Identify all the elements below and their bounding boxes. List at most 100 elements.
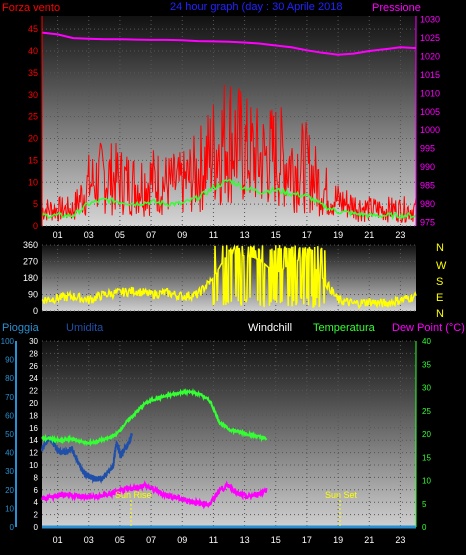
x-tick-label: 07 — [146, 535, 156, 545]
y-right-tick-label: 25 — [422, 407, 431, 416]
sunrise-label: Sun Rise — [115, 490, 152, 500]
y-mid-tick-label: 4 — [34, 498, 39, 507]
y-tick-label: 90 — [28, 290, 38, 300]
y-right-tick-label: 1015 — [420, 70, 440, 80]
x-tick-label: 21 — [364, 535, 374, 545]
compass-w: W — [436, 260, 447, 272]
legend-dew-point: Dew Point (°C) — [392, 322, 465, 334]
right-axis-title: Pressione — [372, 2, 421, 14]
compass-n-bottom: N — [436, 308, 444, 320]
y-right-tick-label: 1010 — [420, 88, 440, 98]
temperature-series — [41, 387, 268, 447]
y-rain-tick-label: 30 — [5, 467, 14, 476]
wind-speed-series — [41, 84, 417, 224]
y-right-tick-label: 10 — [422, 477, 431, 486]
y-rain-tick-label: 100 — [1, 337, 15, 346]
y-rain-tick-label: 0 — [10, 523, 15, 532]
y-right-tick-label: 1020 — [420, 52, 440, 62]
legend-windchill: Windchill — [248, 322, 292, 334]
y-left-tick-label: 25 — [28, 112, 38, 122]
y-right-tick-label: 5 — [422, 500, 427, 509]
compass-s: S — [436, 276, 443, 288]
y-mid-tick-label: 0 — [34, 523, 39, 532]
y-right-tick-label: 1005 — [420, 107, 440, 117]
x-tick-label: 11 — [209, 535, 218, 545]
compass-n-top: N — [436, 242, 444, 254]
y-right-tick-label: 35 — [422, 360, 431, 369]
compass-labels: N W S E N — [436, 242, 447, 320]
compass-e: E — [436, 292, 443, 304]
y-left-tick-label: 35 — [28, 68, 38, 78]
y-mid-tick-label: 26 — [29, 362, 38, 371]
y-rain-tick-label: 40 — [5, 449, 14, 458]
y-rain-tick-label: 80 — [5, 374, 14, 383]
x-tick-label: 13 — [240, 535, 250, 545]
y-rain-tick-label: 10 — [5, 504, 14, 513]
legend-pioggia: Pioggia — [2, 322, 40, 334]
y-rain-tick-label: 20 — [5, 486, 14, 495]
x-tick-label: 09 — [177, 230, 187, 240]
legend-umidita: Umidita — [66, 322, 104, 334]
x-tick-label: 01 — [53, 535, 63, 545]
avg-wind-series — [41, 179, 417, 221]
y-tick-label: 270 — [23, 257, 38, 267]
y-mid-tick-label: 20 — [29, 399, 38, 408]
x-tick-label: 15 — [271, 535, 281, 545]
y-right-tick-label: 980 — [420, 199, 435, 209]
x-tick-label: 19 — [333, 535, 343, 545]
x-tick-label: 11 — [209, 230, 218, 240]
x-tick-label: 01 — [53, 230, 63, 240]
y-left-tick-label: 30 — [28, 90, 38, 100]
x-tick-label: 03 — [84, 535, 94, 545]
humidity-series — [41, 433, 133, 485]
y-left-tick-label: 10 — [28, 177, 38, 187]
y-left-tick-label: 5 — [33, 199, 38, 209]
x-tick-label: 09 — [177, 535, 187, 545]
y-right-tick-label: 990 — [420, 162, 435, 172]
y-mid-tick-label: 16 — [29, 424, 38, 433]
pressure-series — [41, 31, 417, 56]
x-tick-label: 17 — [302, 535, 312, 545]
x-tick-label: 23 — [395, 535, 405, 545]
y-mid-tick-label: 8 — [34, 473, 39, 482]
y-right-tick-label: 985 — [420, 180, 435, 190]
y-right-tick-label: 1000 — [420, 125, 440, 135]
y-tick-label: 180 — [23, 273, 38, 283]
y-rain-tick-label: 90 — [5, 356, 14, 365]
y-rain-tick-label: 60 — [5, 411, 14, 420]
x-tick-label: 05 — [115, 535, 125, 545]
y-mid-tick-label: 28 — [29, 349, 38, 358]
sunset-label: Sun Set — [325, 490, 358, 500]
x-tick-label: 21 — [364, 230, 374, 240]
x-tick-label: 13 — [240, 230, 250, 240]
y-left-tick-label: 40 — [28, 46, 38, 56]
y-mid-tick-label: 10 — [29, 461, 38, 470]
y-right-tick-label: 1025 — [420, 33, 440, 43]
dew-point-series — [41, 479, 268, 510]
x-tick-label: 15 — [271, 230, 281, 240]
y-mid-tick-label: 22 — [29, 387, 38, 396]
y-rain-tick-label: 50 — [5, 430, 14, 439]
y-mid-tick-label: 18 — [29, 411, 38, 420]
y-mid-tick-label: 24 — [29, 374, 38, 383]
chart-title: 24 hour graph (day : 30 Aprile 2018 — [170, 1, 342, 13]
y-left-tick-label: 20 — [28, 134, 38, 144]
wind-direction-series — [41, 244, 417, 310]
y-mid-tick-label: 12 — [29, 449, 38, 458]
y-tick-label: 360 — [23, 240, 38, 250]
y-tick-label: 0 — [33, 306, 38, 316]
left-axis-title: Forza vento — [2, 2, 60, 14]
x-tick-label: 23 — [395, 230, 405, 240]
y-right-tick-label: 975 — [420, 217, 435, 227]
y-right-tick-label: 0 — [422, 523, 427, 532]
y-mid-tick-label: 30 — [29, 337, 38, 346]
x-tick-label: 07 — [146, 230, 156, 240]
y-right-tick-label: 20 — [422, 430, 431, 439]
y-rain-tick-label: 70 — [5, 393, 14, 402]
y-right-tick-label: 995 — [420, 144, 435, 154]
y-left-tick-label: 15 — [28, 155, 38, 165]
x-tick-label: 03 — [84, 230, 94, 240]
y-mid-tick-label: 2 — [34, 511, 39, 520]
x-tick-label: 05 — [115, 230, 125, 240]
